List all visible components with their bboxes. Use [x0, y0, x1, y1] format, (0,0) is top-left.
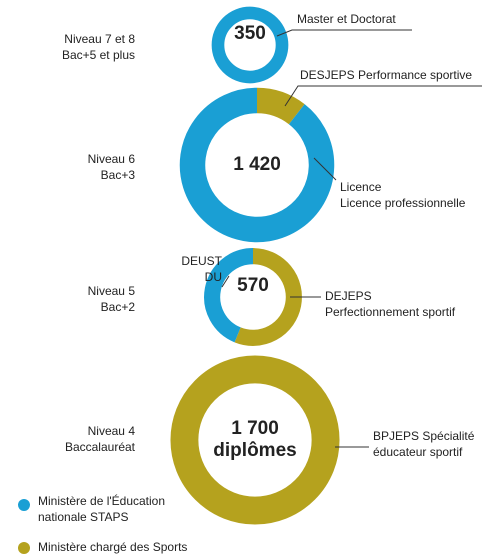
- legend-label: Ministère chargé des Sports: [38, 540, 187, 554]
- donut-segment: [234, 248, 302, 346]
- level-label: Niveau 6: [88, 152, 136, 166]
- level-label: Niveau 7 et 8: [64, 32, 135, 46]
- segment-label: Perfectionnement sportif: [325, 305, 456, 319]
- legend-label: Ministère de l'Éducation: [38, 493, 165, 508]
- leader-line: [276, 29, 412, 37]
- total: 1 700: [231, 418, 279, 439]
- level-label: Bac+2: [101, 300, 136, 314]
- segment-label: Licence professionnelle: [340, 196, 466, 210]
- segment-label: BPJEPS Spécialité: [373, 429, 475, 443]
- level-label: Niveau 5: [88, 284, 136, 298]
- legend-swatch: [18, 542, 30, 554]
- level-label: Bac+3: [101, 168, 136, 182]
- segment-label: Licence: [340, 180, 382, 194]
- total: 350: [234, 23, 266, 44]
- leader-line: [221, 275, 230, 288]
- donut-segment: [204, 248, 254, 343]
- donut-segment: [170, 355, 340, 525]
- segment-label: DEJEPS: [325, 289, 372, 303]
- level-label: Bac+5 et plus: [62, 48, 135, 62]
- segment-label: DESJEPS Performance sportive: [300, 68, 472, 82]
- legend-label: nationale STAPS: [38, 510, 129, 524]
- legend-swatch: [18, 499, 30, 511]
- level-label: Baccalauréat: [65, 440, 136, 454]
- segment-label: Master et Doctorat: [297, 12, 396, 26]
- leader-line: [284, 85, 482, 107]
- donut-segment: [256, 87, 305, 125]
- total: 1 420: [233, 154, 281, 175]
- level-label: Niveau 4: [88, 424, 136, 438]
- donut-segment: [211, 6, 289, 84]
- segment-label: éducateur sportif: [373, 445, 463, 459]
- donut-segment: [179, 87, 335, 243]
- center-text: diplômes: [213, 440, 296, 461]
- segment-label: DU: [205, 270, 222, 284]
- segment-label: DEUST: [181, 254, 222, 268]
- total: 570: [237, 275, 269, 296]
- leader-line: [313, 157, 337, 181]
